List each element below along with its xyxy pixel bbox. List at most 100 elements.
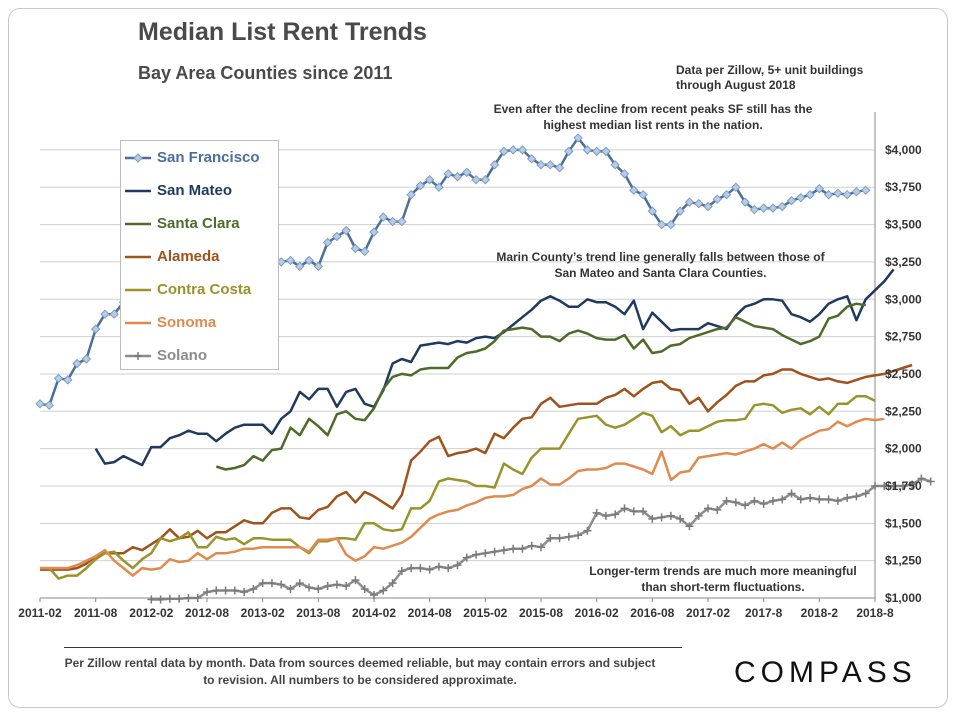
data-point	[731, 182, 741, 192]
data-point	[147, 595, 156, 604]
data-point	[443, 169, 453, 179]
data-point	[694, 511, 703, 520]
series-line-sonoma	[40, 417, 885, 577]
data-point	[889, 481, 898, 490]
data-point	[741, 501, 750, 510]
data-point	[527, 154, 537, 164]
data-point	[379, 586, 388, 595]
data-point	[703, 201, 713, 212]
data-point	[305, 583, 314, 592]
data-point	[240, 588, 249, 597]
data-point	[564, 532, 573, 541]
data-point	[452, 172, 463, 182]
data-point	[370, 591, 378, 600]
data-point	[165, 594, 174, 603]
data-point	[53, 373, 64, 384]
data-point	[490, 547, 499, 556]
annotation-long-term: Longer-term trends are much more meaning…	[589, 564, 857, 594]
chart-legend: San Francisco San Mateo Santa Clara Alameda…	[120, 140, 279, 370]
footnote: Per Zillow rental data by month. Data fr…	[64, 656, 656, 687]
data-point	[407, 564, 416, 573]
data-point	[212, 586, 221, 595]
data-point	[898, 481, 907, 490]
data-point	[193, 594, 202, 602]
legend-item-san-mateo: San Mateo	[123, 181, 275, 201]
data-point	[592, 508, 601, 517]
data-point	[388, 579, 397, 588]
data-point	[722, 496, 731, 505]
legend-item-alameda: Alameda	[123, 247, 275, 267]
legend-label: San Francisco	[157, 149, 260, 166]
data-point	[295, 261, 305, 272]
data-point	[917, 474, 926, 483]
legend-item-santa-clara: Santa Clara	[123, 214, 275, 234]
data-point	[434, 562, 443, 571]
y-tick-label: $2,250	[885, 404, 922, 418]
y-tick-label: $2,750	[885, 330, 922, 344]
legend-swatch	[125, 352, 151, 360]
data-point	[712, 194, 722, 204]
data-point	[481, 549, 490, 558]
data-point	[823, 189, 834, 200]
annotation-sf: Even after the decline from recent peaks…	[493, 102, 813, 132]
data-point	[647, 206, 658, 216]
series-layer	[35, 133, 935, 604]
data-point	[619, 169, 630, 179]
data-point	[285, 255, 296, 266]
legend-label: San Mateo	[157, 182, 233, 199]
data-point	[685, 522, 694, 531]
legend-swatch	[125, 153, 151, 163]
data-point	[554, 163, 565, 173]
data-point	[258, 579, 267, 588]
data-point	[342, 582, 351, 591]
data-point	[480, 175, 491, 185]
data-point	[704, 504, 712, 513]
x-tick-label: 2013-02	[241, 606, 285, 620]
annotation-marin: Marin County’s trend line generally fall…	[496, 250, 825, 280]
legend-swatch	[125, 288, 151, 292]
legend-item-san-francisco: San Francisco	[123, 148, 275, 168]
legend-label: Sonoma	[157, 314, 217, 331]
data-point	[90, 324, 101, 334]
data-point	[861, 489, 870, 498]
data-point	[267, 579, 276, 588]
data-point	[768, 496, 777, 505]
data-point	[332, 231, 342, 242]
data-point	[749, 204, 760, 215]
data-point	[332, 580, 341, 589]
data-point	[221, 586, 230, 595]
x-tick-label: 2011-08	[74, 606, 118, 620]
data-point	[694, 198, 704, 209]
data-point	[434, 182, 444, 192]
data-point	[175, 594, 184, 603]
x-tick-label: 2015-02	[463, 606, 507, 620]
data-point	[666, 511, 675, 520]
legend-label: Solano	[157, 347, 208, 364]
data-point	[620, 504, 629, 513]
data-point	[184, 594, 193, 602]
legend-swatch	[125, 321, 151, 325]
data-point	[676, 514, 685, 523]
x-tick-label: 2011-02	[18, 606, 62, 620]
legend-item-solano: Solano	[123, 346, 275, 366]
data-point	[489, 160, 500, 170]
x-tick-label: 2012-02	[129, 606, 173, 620]
data-point	[35, 399, 45, 409]
data-point	[601, 511, 610, 520]
data-point	[444, 564, 453, 573]
data-point	[81, 354, 92, 364]
data-point	[425, 565, 434, 574]
data-point	[230, 586, 239, 595]
source-note: Data per Zillow, 5+ unit buildings throu…	[676, 63, 864, 92]
data-point	[721, 189, 732, 200]
data-point	[351, 576, 360, 585]
data-point	[63, 375, 73, 385]
series-line-alameda	[40, 363, 913, 571]
y-tick-label: $3,000	[885, 292, 922, 306]
legend-swatch	[125, 222, 151, 226]
data-point	[545, 160, 555, 170]
data-point	[573, 133, 583, 143]
data-point	[527, 541, 536, 550]
y-tick-label: $2,500	[885, 367, 922, 381]
data-point	[778, 495, 787, 504]
